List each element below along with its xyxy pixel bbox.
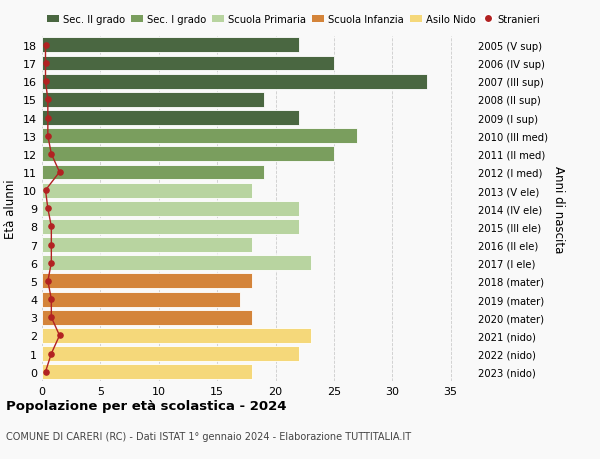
Point [47, 223, 56, 230]
Bar [42, 183, 252, 198]
Text: Popolazione per età scolastica - 2024: Popolazione per età scolastica - 2024 [6, 399, 287, 412]
Point [47, 241, 56, 249]
Bar [42, 74, 427, 90]
Bar [42, 165, 264, 180]
Point [43, 115, 53, 122]
Bar [42, 202, 299, 216]
Legend: Sec. II grado, Sec. I grado, Scuola Primaria, Scuola Infanzia, Asilo Nido, Stran: Sec. II grado, Sec. I grado, Scuola Prim… [47, 15, 541, 25]
Point [41, 78, 50, 86]
Point [55, 332, 64, 339]
Bar [42, 93, 264, 107]
Bar [42, 129, 357, 144]
Bar [42, 111, 299, 126]
Point [41, 60, 50, 67]
Bar [42, 219, 299, 235]
Bar [42, 147, 334, 162]
Point [47, 151, 56, 158]
Point [47, 259, 56, 267]
Point [47, 350, 56, 358]
Point [55, 169, 64, 176]
Point [43, 205, 53, 213]
Text: COMUNE DI CARERI (RC) - Dati ISTAT 1° gennaio 2024 - Elaborazione TUTTITALIA.IT: COMUNE DI CARERI (RC) - Dati ISTAT 1° ge… [6, 431, 411, 442]
Bar [42, 238, 252, 252]
Point [43, 133, 53, 140]
Bar [42, 328, 311, 343]
Point [47, 296, 56, 303]
Bar [42, 347, 299, 361]
Bar [42, 56, 334, 71]
Point [41, 42, 50, 50]
Y-axis label: Età alunni: Età alunni [4, 179, 17, 239]
Bar [42, 292, 241, 307]
Y-axis label: Anni di nascita: Anni di nascita [552, 165, 565, 252]
Bar [42, 310, 252, 325]
Bar [42, 274, 252, 289]
Bar [42, 39, 299, 53]
Point [47, 314, 56, 321]
Point [41, 187, 50, 195]
Bar [42, 364, 252, 379]
Point [43, 278, 53, 285]
Point [41, 368, 50, 375]
Point [43, 96, 53, 104]
Bar [42, 256, 311, 271]
